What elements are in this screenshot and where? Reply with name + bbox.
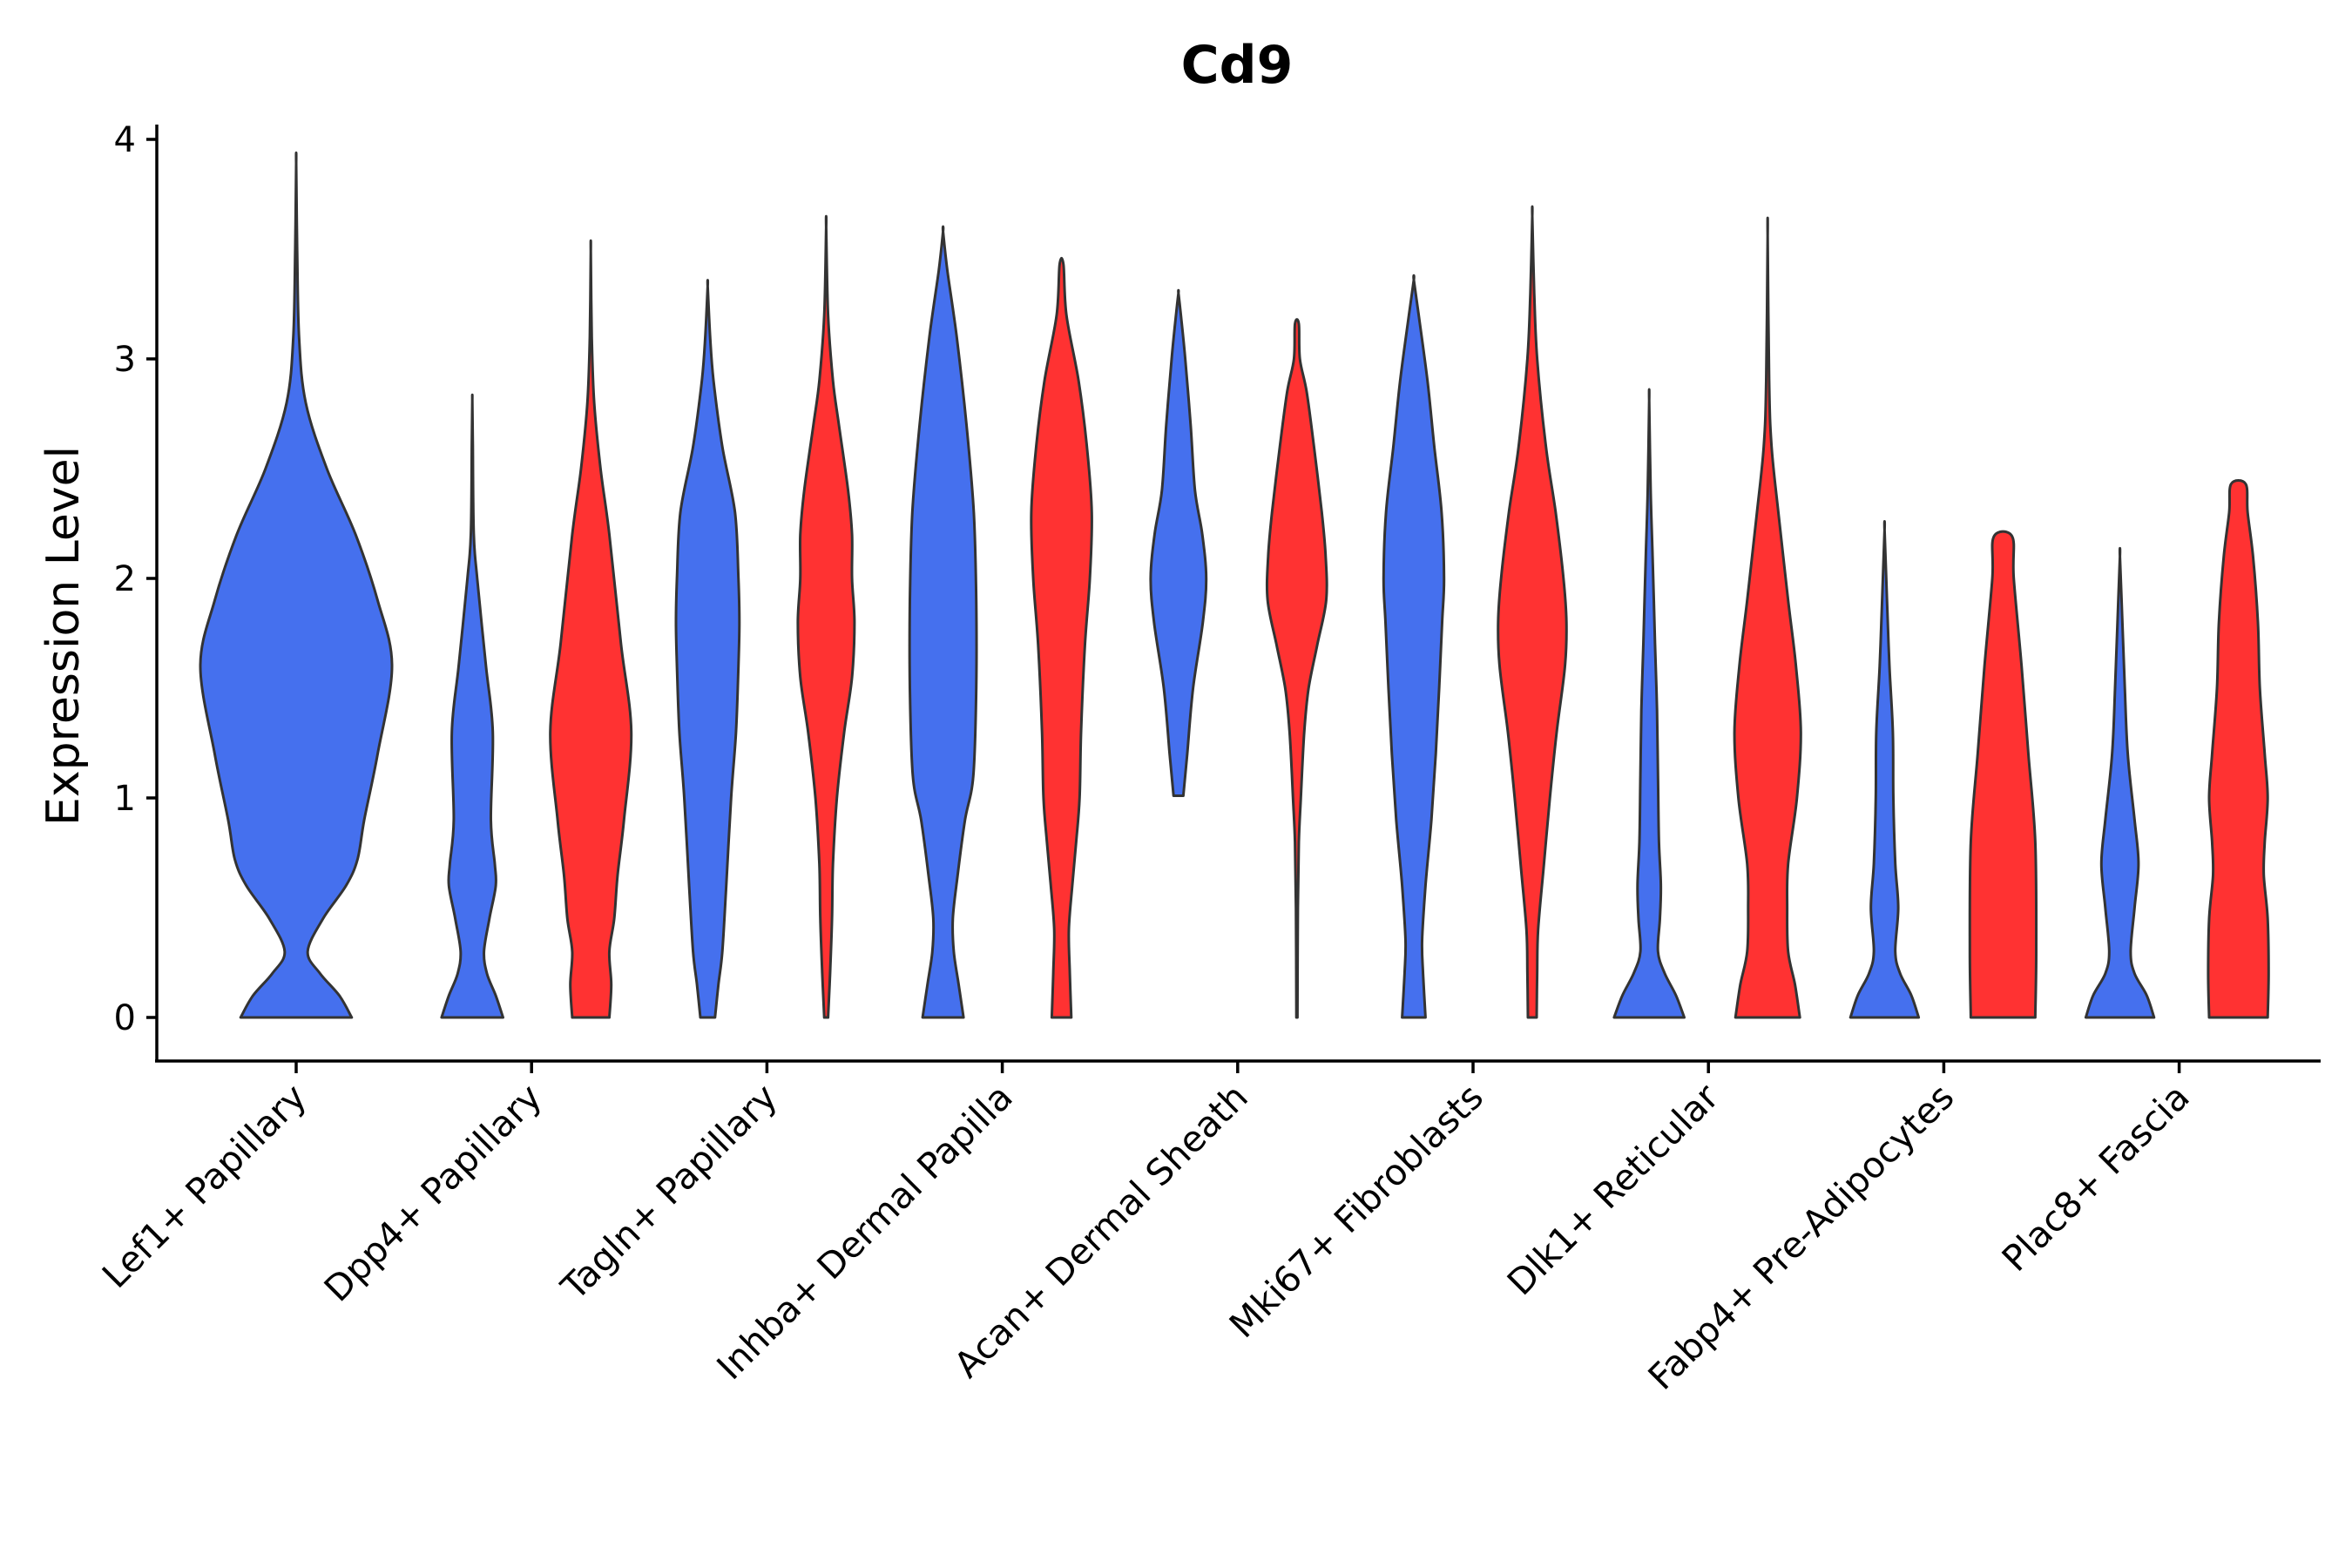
violin-red-cat-2 — [796, 214, 856, 1019]
y-tick-label: 2 — [114, 559, 136, 599]
violin-red-cat-4 — [1265, 318, 1328, 1019]
violin-group — [199, 151, 2270, 1019]
x-tick-label: Mki67+ Fibroblasts — [1221, 1076, 1491, 1346]
y-axis-ticks: 0 1 2 3 4 — [114, 120, 157, 1038]
x-tick-label: Dpp4+ Papillary — [316, 1076, 550, 1309]
violin-red-cat-5 — [1497, 205, 1568, 1019]
chart-title: Cd9 — [1181, 35, 1294, 96]
violin-blue-cat-1 — [440, 393, 504, 1019]
y-tick-label: 4 — [114, 120, 136, 160]
violin-blue-cat-4 — [1149, 288, 1208, 797]
violin-blue-cat-6 — [1612, 388, 1686, 1019]
x-tick-label: Dlk1+ Reticular — [1499, 1076, 1727, 1303]
violin-red-cat-8 — [2207, 479, 2270, 1019]
violin-red-cat-6 — [1733, 216, 1802, 1019]
violin-red-cat-3 — [1030, 256, 1093, 1019]
x-axis-ticks: Lef1+ Papillary Dpp4+ Papillary Tagln+ Pap… — [94, 1061, 2198, 1398]
violin-red-cat-1 — [549, 239, 633, 1019]
x-tick-label: Plac8+ Fascia — [1994, 1076, 2198, 1280]
violin-blue-cat-0 — [199, 151, 394, 1019]
violin-blue-cat-8 — [2084, 546, 2156, 1019]
violin-red-cat-7 — [1968, 530, 2038, 1019]
violin-blue-cat-7 — [1848, 519, 1921, 1019]
y-tick-label: 1 — [114, 779, 136, 819]
violin-blue-cat-2 — [674, 279, 741, 1019]
x-tick-label: Lef1+ Papillary — [94, 1076, 314, 1296]
y-tick-label: 3 — [114, 340, 136, 380]
violin-blue-cat-5 — [1382, 274, 1446, 1019]
violin-blue-cat-3 — [908, 225, 978, 1019]
x-tick-label: Tagln+ Papillary — [552, 1076, 785, 1308]
y-tick-label: 0 — [114, 998, 136, 1038]
y-axis-label: Expression Level — [37, 446, 90, 826]
